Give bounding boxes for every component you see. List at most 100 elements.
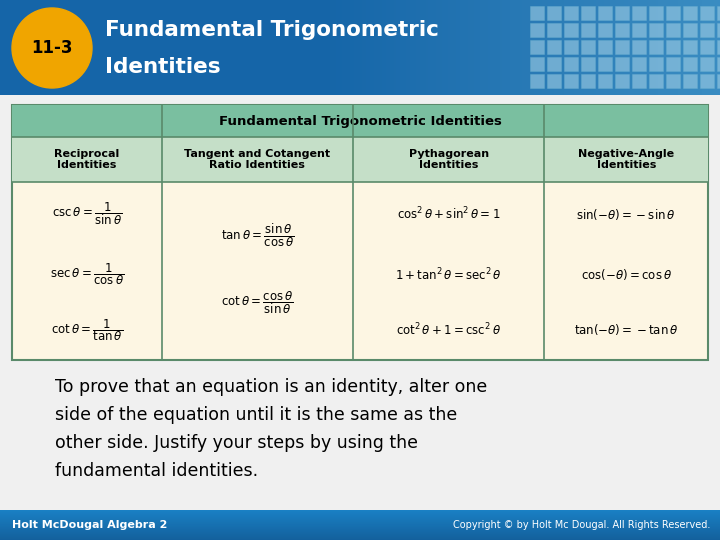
Text: Holt McDougal Algebra 2: Holt McDougal Algebra 2 bbox=[12, 520, 167, 530]
Bar bbox=[566, 0, 568, 95]
Bar bbox=[420, 0, 422, 95]
Bar bbox=[444, 0, 446, 95]
Bar bbox=[512, 0, 514, 95]
Bar bbox=[676, 0, 678, 95]
Bar bbox=[649, 40, 663, 54]
Bar bbox=[504, 0, 506, 95]
Bar bbox=[412, 0, 414, 95]
Bar bbox=[0, 522, 720, 523]
Bar bbox=[392, 0, 394, 95]
Bar bbox=[0, 531, 720, 532]
Bar bbox=[696, 0, 698, 95]
Bar bbox=[12, 105, 708, 360]
Bar bbox=[544, 0, 546, 95]
Bar bbox=[446, 0, 448, 95]
Bar bbox=[0, 537, 720, 538]
Bar bbox=[700, 6, 714, 20]
Bar bbox=[376, 0, 378, 95]
Bar bbox=[0, 512, 720, 513]
Bar bbox=[408, 0, 410, 95]
Bar bbox=[526, 0, 528, 95]
Bar bbox=[547, 6, 561, 20]
Bar bbox=[344, 0, 346, 95]
Bar bbox=[706, 0, 708, 95]
Bar bbox=[618, 0, 620, 95]
Bar bbox=[360, 0, 362, 95]
Bar bbox=[666, 40, 680, 54]
Bar bbox=[524, 0, 526, 95]
Bar bbox=[528, 0, 530, 95]
Text: To prove that an equation is an identity, alter one: To prove that an equation is an identity… bbox=[55, 378, 487, 396]
Bar bbox=[0, 530, 720, 531]
Bar bbox=[12, 105, 708, 137]
Bar bbox=[496, 0, 498, 95]
Bar bbox=[615, 23, 629, 37]
Bar bbox=[482, 0, 484, 95]
Bar bbox=[328, 0, 330, 95]
Bar bbox=[624, 0, 626, 95]
Bar bbox=[0, 539, 720, 540]
Bar bbox=[717, 57, 720, 71]
Bar bbox=[698, 0, 700, 95]
Bar bbox=[532, 0, 534, 95]
Bar bbox=[620, 0, 622, 95]
Bar bbox=[330, 0, 332, 95]
Text: $\sin(-\theta) = -\sin\theta$: $\sin(-\theta) = -\sin\theta$ bbox=[577, 206, 676, 221]
Bar bbox=[406, 0, 408, 95]
Text: $1 + \tan^2\theta = \sec^2\theta$: $1 + \tan^2\theta = \sec^2\theta$ bbox=[395, 266, 502, 283]
Bar bbox=[0, 521, 720, 522]
Bar bbox=[0, 518, 720, 519]
Bar bbox=[615, 6, 629, 20]
Text: side of the equation until it is the same as the: side of the equation until it is the sam… bbox=[55, 406, 457, 424]
Bar bbox=[372, 0, 374, 95]
Bar bbox=[582, 0, 584, 95]
Bar bbox=[432, 0, 434, 95]
Bar bbox=[628, 0, 630, 95]
Bar bbox=[396, 0, 398, 95]
Bar bbox=[708, 0, 710, 95]
Bar bbox=[640, 0, 642, 95]
Bar bbox=[438, 0, 440, 95]
Bar bbox=[598, 57, 612, 71]
Bar bbox=[664, 0, 666, 95]
Bar bbox=[610, 0, 612, 95]
Bar bbox=[384, 0, 386, 95]
Bar bbox=[0, 538, 720, 539]
Bar bbox=[652, 0, 654, 95]
Bar bbox=[354, 0, 356, 95]
Bar bbox=[570, 0, 572, 95]
Bar bbox=[717, 6, 720, 20]
Bar bbox=[666, 0, 668, 95]
Bar bbox=[12, 137, 161, 182]
Bar bbox=[608, 0, 610, 95]
Bar bbox=[581, 6, 595, 20]
Bar bbox=[530, 23, 544, 37]
Bar bbox=[0, 510, 720, 511]
Bar bbox=[0, 535, 720, 536]
Text: $\tan(-\theta) = -\tan\theta$: $\tan(-\theta) = -\tan\theta$ bbox=[574, 322, 678, 338]
Bar bbox=[554, 0, 556, 95]
Bar bbox=[0, 525, 720, 526]
Bar bbox=[0, 513, 720, 514]
Bar bbox=[161, 137, 353, 182]
Bar bbox=[684, 0, 686, 95]
Bar bbox=[615, 57, 629, 71]
Bar bbox=[0, 524, 720, 525]
Bar bbox=[390, 0, 392, 95]
Bar bbox=[564, 40, 578, 54]
Bar bbox=[547, 40, 561, 54]
Bar bbox=[336, 0, 338, 95]
Bar bbox=[0, 515, 720, 516]
Bar bbox=[686, 0, 688, 95]
Bar bbox=[508, 0, 510, 95]
Bar bbox=[520, 0, 522, 95]
Bar bbox=[594, 0, 596, 95]
Bar bbox=[353, 137, 544, 182]
Bar bbox=[418, 0, 420, 95]
Bar bbox=[462, 0, 464, 95]
Bar bbox=[0, 511, 720, 512]
Bar bbox=[581, 57, 595, 71]
Text: $\csc\theta = \dfrac{1}{\sin\theta}$: $\csc\theta = \dfrac{1}{\sin\theta}$ bbox=[52, 201, 122, 227]
Bar bbox=[700, 57, 714, 71]
Circle shape bbox=[12, 8, 92, 88]
